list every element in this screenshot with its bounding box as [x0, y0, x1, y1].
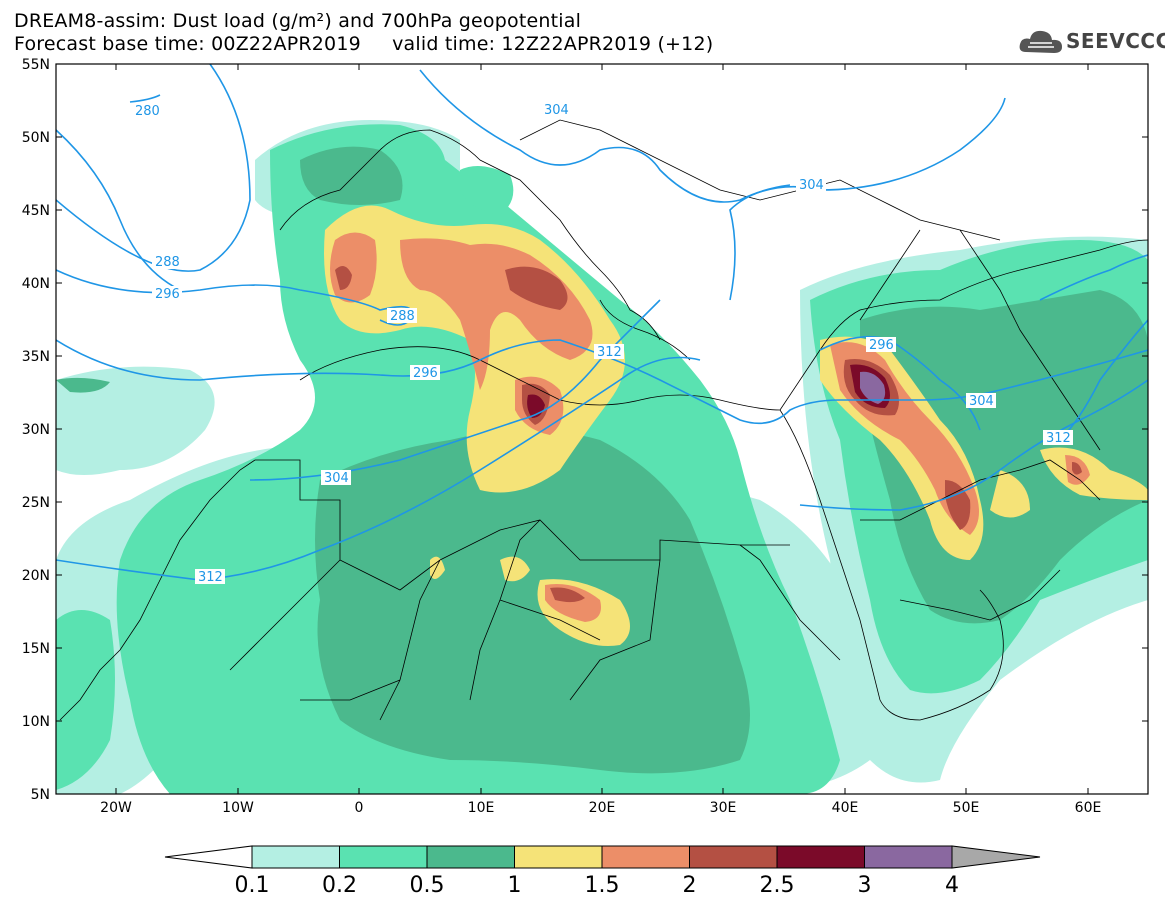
contour-label-text: 296	[869, 338, 894, 353]
colorbar-segment	[864, 845, 953, 869]
title-line-1: DREAM8-assim: Dust load (g/m²) and 700hP…	[14, 10, 582, 32]
colorbar: 0.1 0.2 0.5 1 1.5 2 2.5 3 4	[164, 845, 1041, 898]
colorbar-label: 1	[508, 873, 522, 898]
lat-label: 40N	[22, 276, 50, 292]
colorbar-label: 0.1	[235, 873, 270, 898]
colorbar-segment	[426, 845, 515, 869]
seevccc-logo: SEEVCCC	[1018, 26, 1165, 58]
lon-label: 0	[355, 800, 364, 816]
contour-label-text: 280	[135, 104, 160, 119]
dust-level-3	[860, 371, 886, 404]
contour-label-text: 312	[1046, 431, 1071, 446]
colorbar-segment	[689, 845, 778, 869]
lat-label: 35N	[22, 349, 50, 365]
colorbar-segment	[251, 845, 340, 869]
lon-label: 20E	[589, 800, 616, 816]
colorbar-segment	[514, 845, 603, 869]
lat-label: 15N	[22, 641, 50, 657]
contour-label-text: 296	[413, 366, 438, 381]
contour-label-text: 304	[544, 103, 569, 118]
lat-label: 55N	[22, 57, 50, 73]
contour-label-text: 296	[155, 287, 180, 302]
colorbar-label: 4	[945, 873, 959, 898]
contour-label-text: 312	[198, 570, 223, 585]
dust-fields: 280 304 304 288 296 288 296 312 296 304 …	[56, 64, 1148, 794]
colorbar-label: 3	[858, 873, 872, 898]
contour-label-text: 288	[155, 255, 180, 270]
contour-label-text: 304	[969, 394, 994, 409]
contour-label: 288	[387, 308, 417, 324]
lon-label: 10W	[222, 800, 254, 816]
colorbar-segment	[776, 845, 865, 869]
contour-label-text: 304	[324, 471, 349, 486]
contour-label: 312	[1043, 430, 1073, 446]
lon-label: 10E	[468, 800, 495, 816]
contour-label: 304	[541, 102, 571, 118]
cloud-icon	[1019, 30, 1062, 53]
lon-label: 50E	[953, 800, 980, 816]
contour-label: 312	[594, 344, 624, 360]
colorbar-over-triangle	[951, 845, 1041, 869]
contour-label-text: 288	[390, 309, 415, 324]
contour-label: 280	[132, 103, 160, 119]
lat-label: 25N	[22, 495, 50, 511]
contour-label-text: 304	[799, 178, 824, 193]
colorbar-label: 2.5	[760, 873, 795, 898]
lat-label: 10N	[22, 714, 50, 730]
colorbar-label: 1.5	[585, 873, 620, 898]
lon-label: 60E	[1075, 800, 1102, 816]
contour-label: 296	[410, 365, 440, 381]
lat-label: 30N	[22, 422, 50, 438]
contour-label: 312	[195, 569, 225, 585]
colorbar-label: 0.2	[322, 873, 357, 898]
lat-label: 45N	[22, 203, 50, 219]
lat-label: 20N	[22, 568, 50, 584]
logo-text: SEEVCCC	[1066, 29, 1165, 53]
coastlines	[59, 119, 1148, 721]
title-line-2: Forecast base time: 00Z22APR2019 valid t…	[14, 33, 714, 55]
contour-label: 288	[152, 254, 182, 270]
longitude-axis: 20W 10W 0 10E 20E 30E 40E 50E 60E	[100, 64, 1101, 816]
contour-label: 304	[321, 470, 351, 486]
contour-label: 304	[966, 393, 996, 409]
lat-label: 5N	[31, 787, 50, 803]
colorbar-segment	[601, 845, 690, 869]
colorbar-label: 0.5	[410, 873, 445, 898]
contour-label: 304	[796, 177, 826, 193]
contour-label: 296	[152, 286, 182, 302]
lon-label: 20W	[100, 800, 132, 816]
latitude-axis: 55N 50N 45N 40N 35N 30N 25N 20N 15N 10N …	[22, 57, 1148, 803]
lon-label: 40E	[832, 800, 859, 816]
contour-labels: 280 304 304 288 296 288 296 312 296 304 …	[132, 102, 1073, 585]
lat-label: 50N	[22, 130, 50, 146]
lon-label: 30E	[710, 800, 737, 816]
contour-label-text: 312	[597, 345, 622, 360]
colorbar-label: 2	[683, 873, 697, 898]
colorbar-segment	[339, 845, 428, 869]
colorbar-under-triangle	[164, 845, 253, 869]
contour-label: 296	[866, 337, 896, 353]
